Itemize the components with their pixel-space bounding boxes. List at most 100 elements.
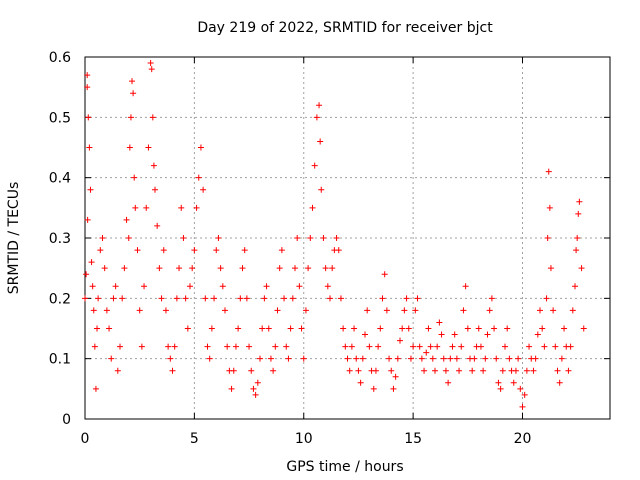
data-point <box>556 379 563 386</box>
data-point <box>383 307 390 314</box>
data-point <box>530 367 537 374</box>
data-point <box>451 331 458 338</box>
data-point <box>300 355 307 362</box>
data-point <box>114 367 121 374</box>
data-point <box>178 204 185 211</box>
data-point <box>239 265 246 272</box>
data-point <box>569 307 576 314</box>
data-point <box>460 307 467 314</box>
data-point <box>99 235 106 241</box>
data-point <box>235 325 242 332</box>
x-tick-label: 0 <box>81 431 90 447</box>
data-point <box>202 295 209 302</box>
data-point <box>407 355 414 362</box>
data-point <box>539 325 546 332</box>
data-point <box>309 204 316 211</box>
data-point <box>101 265 108 272</box>
data-point <box>580 325 587 332</box>
data-point <box>143 204 150 211</box>
data-point <box>87 186 94 193</box>
data-point <box>265 325 272 332</box>
data-point <box>94 325 101 332</box>
data-point <box>493 355 500 362</box>
data-point <box>237 295 244 302</box>
data-point <box>283 343 290 350</box>
data-point <box>486 307 493 314</box>
data-point <box>410 343 417 350</box>
data-point <box>381 271 388 278</box>
data-point <box>366 343 373 350</box>
data-point <box>261 295 268 302</box>
data-point <box>502 343 508 350</box>
data-point <box>307 235 314 241</box>
data-point <box>421 367 428 374</box>
data-point <box>475 325 482 332</box>
data-point <box>298 325 305 332</box>
data-point <box>532 355 539 362</box>
y-axis-label: SRMTID / TECUs <box>6 182 22 295</box>
data-point <box>416 343 423 350</box>
data-point <box>272 343 279 350</box>
y-tick-label: 0.4 <box>49 171 71 187</box>
data-point <box>103 307 110 314</box>
data-point <box>248 367 255 374</box>
data-point <box>482 355 489 362</box>
data-point <box>379 295 386 302</box>
data-point <box>195 174 202 181</box>
y-ticks: 0 0.1 0.2 0.3 0.4 0.5 0.6 <box>49 50 610 428</box>
data-point <box>112 283 119 290</box>
data-point <box>316 102 323 109</box>
data-point <box>182 295 189 302</box>
data-point <box>259 325 266 332</box>
data-point <box>232 343 239 350</box>
data-point <box>263 283 270 290</box>
data-point <box>148 66 155 73</box>
data-point <box>318 186 325 193</box>
data-point <box>565 367 572 374</box>
data-point <box>276 265 283 272</box>
data-point <box>274 307 281 314</box>
x-tick-label: 10 <box>295 431 313 447</box>
data-point <box>425 325 432 332</box>
data-point <box>313 114 320 121</box>
x-tick-label: 20 <box>514 431 532 447</box>
data-point <box>335 247 342 254</box>
data-point <box>160 247 167 254</box>
data-point <box>311 162 318 169</box>
data-point <box>342 343 349 350</box>
data-point <box>517 385 524 392</box>
data-point <box>189 265 196 272</box>
data-point <box>412 307 419 314</box>
data-point <box>495 379 502 386</box>
data-point <box>211 295 218 302</box>
data-point <box>567 343 574 350</box>
data-point <box>294 235 301 241</box>
data-point <box>405 325 412 332</box>
data-point <box>136 307 143 314</box>
data-point <box>375 343 382 350</box>
data-point <box>576 198 583 205</box>
data-point <box>558 355 565 362</box>
data-point <box>289 295 296 302</box>
data-point <box>158 295 165 302</box>
data-point <box>246 343 253 350</box>
data-point <box>477 343 484 350</box>
y-tick-label: 0.5 <box>49 110 71 126</box>
data-point <box>545 168 552 175</box>
data-point <box>543 295 550 302</box>
data-point <box>394 355 401 362</box>
data-point <box>541 343 548 350</box>
data-point <box>432 367 438 374</box>
data-point <box>217 265 224 272</box>
data-point <box>150 162 157 169</box>
data-point <box>355 367 362 374</box>
data-point <box>453 355 460 362</box>
data-point <box>399 325 406 332</box>
data-point <box>322 265 329 272</box>
data-point <box>117 343 123 350</box>
data-point <box>390 385 397 392</box>
data-point <box>392 373 399 380</box>
data-point <box>397 337 403 344</box>
data-point <box>449 343 456 350</box>
